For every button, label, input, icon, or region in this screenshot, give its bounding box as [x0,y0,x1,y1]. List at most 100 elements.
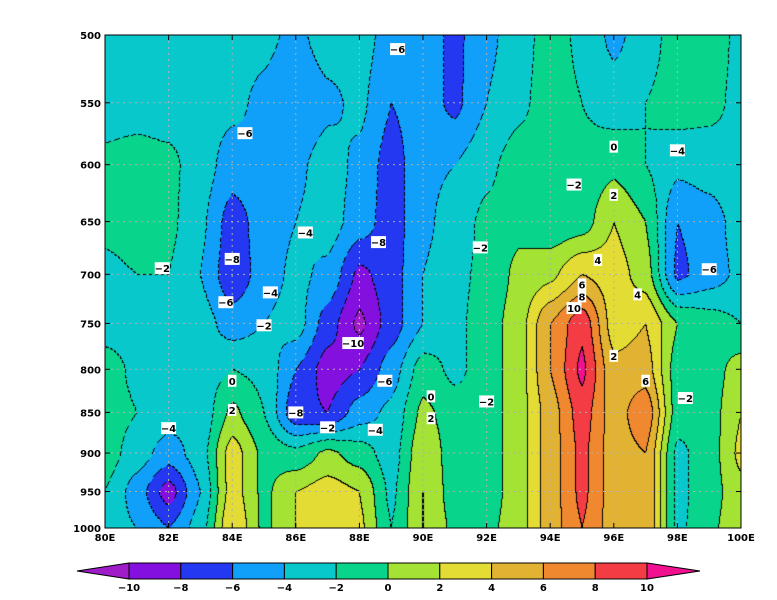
colorbar-box [128,562,182,580]
colorbar-extend-low [76,562,130,580]
gridlines [105,35,741,528]
contour-label-bg [342,337,364,350]
contour-label: 2 [610,352,617,363]
contour-label: 2 [229,406,236,417]
contour-label-bg [377,374,393,387]
colorbar-label: −2 [329,583,344,594]
contour-label: −2 [155,264,170,275]
contour-label: −10 [342,339,364,350]
colorbar-label: −8 [173,583,188,594]
contour-label-bg [218,296,234,309]
contour-label: −2 [473,243,488,254]
y-tick-label: 800 [80,365,101,376]
contour-label: −8 [288,408,303,419]
contour-label-bg [227,374,237,387]
contour-label-bg [609,188,619,201]
contour-label: 4 [594,256,601,267]
contour-label-bg [320,421,336,434]
y-tick-label: 600 [80,161,101,172]
colorbar-box [180,562,234,580]
x-tick-label: 100E [727,533,755,544]
x-tick-label: 94E [540,533,561,544]
contour-label: 8 [579,292,586,303]
contour-label-bg [161,422,177,435]
colorbar-box [335,562,389,580]
colorbar: −10 −8 −6 −4 −2 0 2 4 6 8 10 [76,562,701,594]
contour-label: 0 [427,392,434,403]
colorbar-box [283,562,337,580]
contour-label-bg [479,395,495,408]
contour-label: −2 [678,394,693,405]
colorbar-box [491,562,544,580]
contour-label: −4 [670,146,685,157]
contour-label: 4 [634,290,641,301]
contour-label: −6 [237,129,252,140]
colorbar-label: 4 [488,583,495,594]
colorbar-box [387,562,441,580]
colorbar-label: 6 [540,583,547,594]
contour-label-bg [593,253,603,266]
y-tick-label: 750 [80,319,101,330]
contour-label-bg [256,319,272,332]
contour-label: −8 [225,255,240,266]
y-tick-label: 900 [80,449,101,460]
y-tick-label: 650 [80,218,101,229]
x-tick-label: 90E [413,533,434,544]
y-tick-label: 700 [80,270,101,281]
x-tick-label: 96E [603,533,624,544]
x-tick-label: 98E [667,533,688,544]
contour-label-bg [297,226,313,239]
y-tick-label: 1000 [73,524,101,535]
x-tick-label: 88E [349,533,370,544]
contour-label: 0 [610,143,617,154]
colorbar-label: −4 [277,583,292,594]
colorbar-label: 2 [436,583,443,594]
colorbar-label: 0 [385,583,392,594]
colorbar-extend-high [646,562,701,580]
colorbar-box [542,562,596,580]
contour-label-bg [577,278,587,291]
contour-label-bg [237,127,253,140]
x-tick-label: 80E [95,533,116,544]
contour-label-bg [224,252,240,265]
contour-label: 6 [642,377,649,388]
contour-label-bg [566,302,582,315]
contour-label: 2 [610,191,617,202]
x-axis: 80E 82E 84E 86E 88E 90E 92E 94E 96E 98E 100E [95,35,755,544]
contour-label: −6 [218,298,233,309]
contour-label: 6 [579,280,586,291]
colorbar-label: −10 [118,583,140,594]
contour-label-bg [370,236,386,249]
contour-label-bg [566,178,582,191]
colorbar-box [439,562,493,580]
contour-label-bg [472,241,488,254]
contour-labels: −6 −6 −8 −6 −4 −2 −8 −4 −2 −10 −6 −8 −4 −2 −4 0 2 0 2 −2 −2 −… [155,43,717,437]
contour-label-bg [609,140,619,153]
contour-label-bg [677,392,693,405]
x-tick-label: 92E [476,533,497,544]
y-tick-label: 500 [80,31,101,42]
contour-label: −4 [161,424,176,435]
contour-label-bg [227,403,237,416]
contour-label-bg [701,263,717,276]
contour-label-bg [426,390,436,403]
contour-label-bg [390,43,406,56]
contour-label: −8 [371,238,386,249]
contour-label-bg [262,286,278,299]
contour-label-bg [288,406,304,419]
contour-label-bg [633,288,642,301]
y-tick-label: 850 [80,408,101,419]
contour-label: 0 [229,377,236,388]
colorbar-label: 8 [592,583,599,594]
contour-label-bg [367,423,383,436]
contour-label: −2 [320,423,335,434]
colorbar-box [594,562,648,580]
x-tick-label: 82E [158,533,179,544]
contour-label: −6 [390,45,405,56]
contour-label: −4 [298,228,313,239]
x-tick-label: 86E [285,533,306,544]
contour-label-bg [609,349,619,362]
contour-label: −4 [263,288,278,299]
